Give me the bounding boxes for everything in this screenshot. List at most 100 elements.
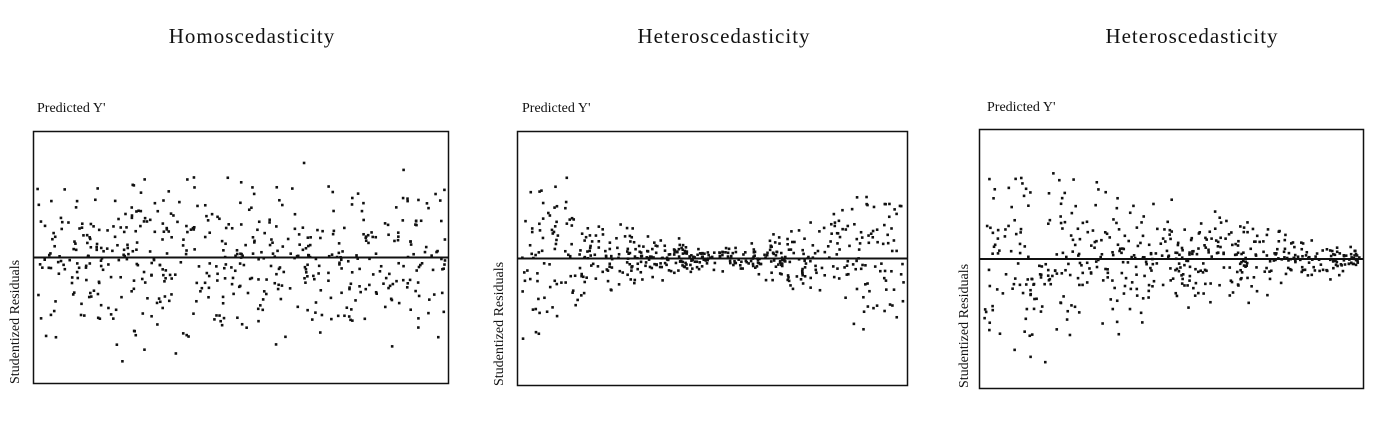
- data-point: [565, 222, 569, 225]
- data-point: [230, 282, 234, 286]
- data-point: [528, 277, 532, 281]
- data-point: [853, 222, 856, 226]
- data-point: [1199, 222, 1203, 225]
- data-point: [1077, 254, 1080, 257]
- data-point: [530, 252, 534, 256]
- data-point: [297, 233, 301, 236]
- data-point: [109, 313, 113, 316]
- data-point: [139, 191, 143, 194]
- data-point: [1289, 257, 1293, 261]
- data-point: [317, 272, 320, 275]
- data-point: [744, 259, 748, 263]
- data-point: [206, 219, 210, 222]
- data-point: [262, 290, 266, 293]
- data-point: [645, 256, 649, 259]
- data-point: [648, 265, 652, 269]
- data-point: [601, 228, 604, 231]
- data-point: [80, 226, 84, 229]
- data-point: [866, 305, 870, 308]
- data-point: [75, 262, 79, 265]
- data-point: [1319, 263, 1323, 266]
- data-point: [405, 286, 409, 289]
- data-point: [1024, 283, 1028, 286]
- data-point: [97, 280, 101, 284]
- data-point: [1273, 252, 1276, 255]
- data-point: [696, 253, 699, 257]
- data-point: [303, 265, 307, 269]
- data-point: [540, 189, 543, 192]
- data-point: [565, 176, 569, 180]
- data-point: [1151, 262, 1155, 266]
- data-point: [1315, 252, 1319, 255]
- data-point: [712, 268, 716, 272]
- data-point: [712, 251, 716, 254]
- data-point: [438, 199, 442, 202]
- data-point: [892, 288, 896, 291]
- data-point: [1186, 284, 1189, 287]
- data-point: [1241, 259, 1245, 263]
- data-point: [656, 244, 659, 248]
- data-point: [702, 258, 706, 262]
- data-point: [864, 283, 867, 286]
- data-point: [1027, 204, 1030, 207]
- data-point: [185, 249, 188, 252]
- data-point: [778, 260, 782, 263]
- data-point: [801, 272, 804, 275]
- data-point: [1203, 268, 1207, 272]
- data-point: [86, 255, 90, 259]
- data-point: [768, 248, 772, 252]
- data-point: [530, 227, 534, 230]
- data-point: [691, 258, 694, 262]
- data-point: [131, 249, 135, 253]
- data-point: [391, 282, 395, 286]
- data-point: [304, 281, 307, 284]
- data-point: [1043, 360, 1047, 364]
- data-point: [306, 308, 309, 312]
- data-point: [362, 232, 365, 236]
- data-point: [688, 255, 691, 258]
- data-point: [1128, 307, 1132, 311]
- data-point: [224, 263, 228, 266]
- data-point: [633, 278, 637, 282]
- data-point: [1169, 267, 1172, 270]
- data-point: [97, 228, 101, 232]
- data-point: [192, 176, 196, 179]
- data-point: [1311, 258, 1314, 261]
- data-point: [793, 240, 796, 244]
- data-point: [538, 222, 541, 226]
- data-point: [710, 255, 714, 259]
- data-point: [756, 261, 760, 264]
- data-point: [1188, 253, 1191, 256]
- data-point: [1097, 258, 1100, 262]
- data-point: [801, 248, 805, 252]
- data-point: [137, 209, 140, 213]
- data-point: [434, 192, 437, 196]
- data-point: [1279, 281, 1283, 285]
- data-point: [351, 196, 354, 200]
- data-point: [348, 287, 351, 291]
- data-point: [681, 243, 685, 247]
- data-point: [1061, 227, 1064, 230]
- data-point: [1334, 263, 1338, 267]
- data-point: [1026, 278, 1030, 281]
- data-point: [1313, 269, 1317, 272]
- data-point: [629, 278, 633, 281]
- data-point: [119, 226, 123, 229]
- chart-title: Homoscedasticity: [168, 24, 336, 48]
- data-point: [814, 264, 817, 268]
- data-point: [594, 277, 598, 280]
- data-point: [555, 204, 559, 208]
- data-point: [1350, 256, 1353, 259]
- data-point: [996, 237, 1000, 240]
- data-point: [1021, 182, 1024, 185]
- data-point: [37, 293, 40, 297]
- data-point: [665, 263, 668, 267]
- data-point: [747, 262, 750, 265]
- data-point: [355, 254, 358, 257]
- data-point: [230, 226, 234, 230]
- data-point: [548, 285, 552, 289]
- data-point: [170, 235, 173, 239]
- data-point: [901, 262, 904, 266]
- data-point: [430, 254, 433, 257]
- data-point: [1030, 333, 1034, 336]
